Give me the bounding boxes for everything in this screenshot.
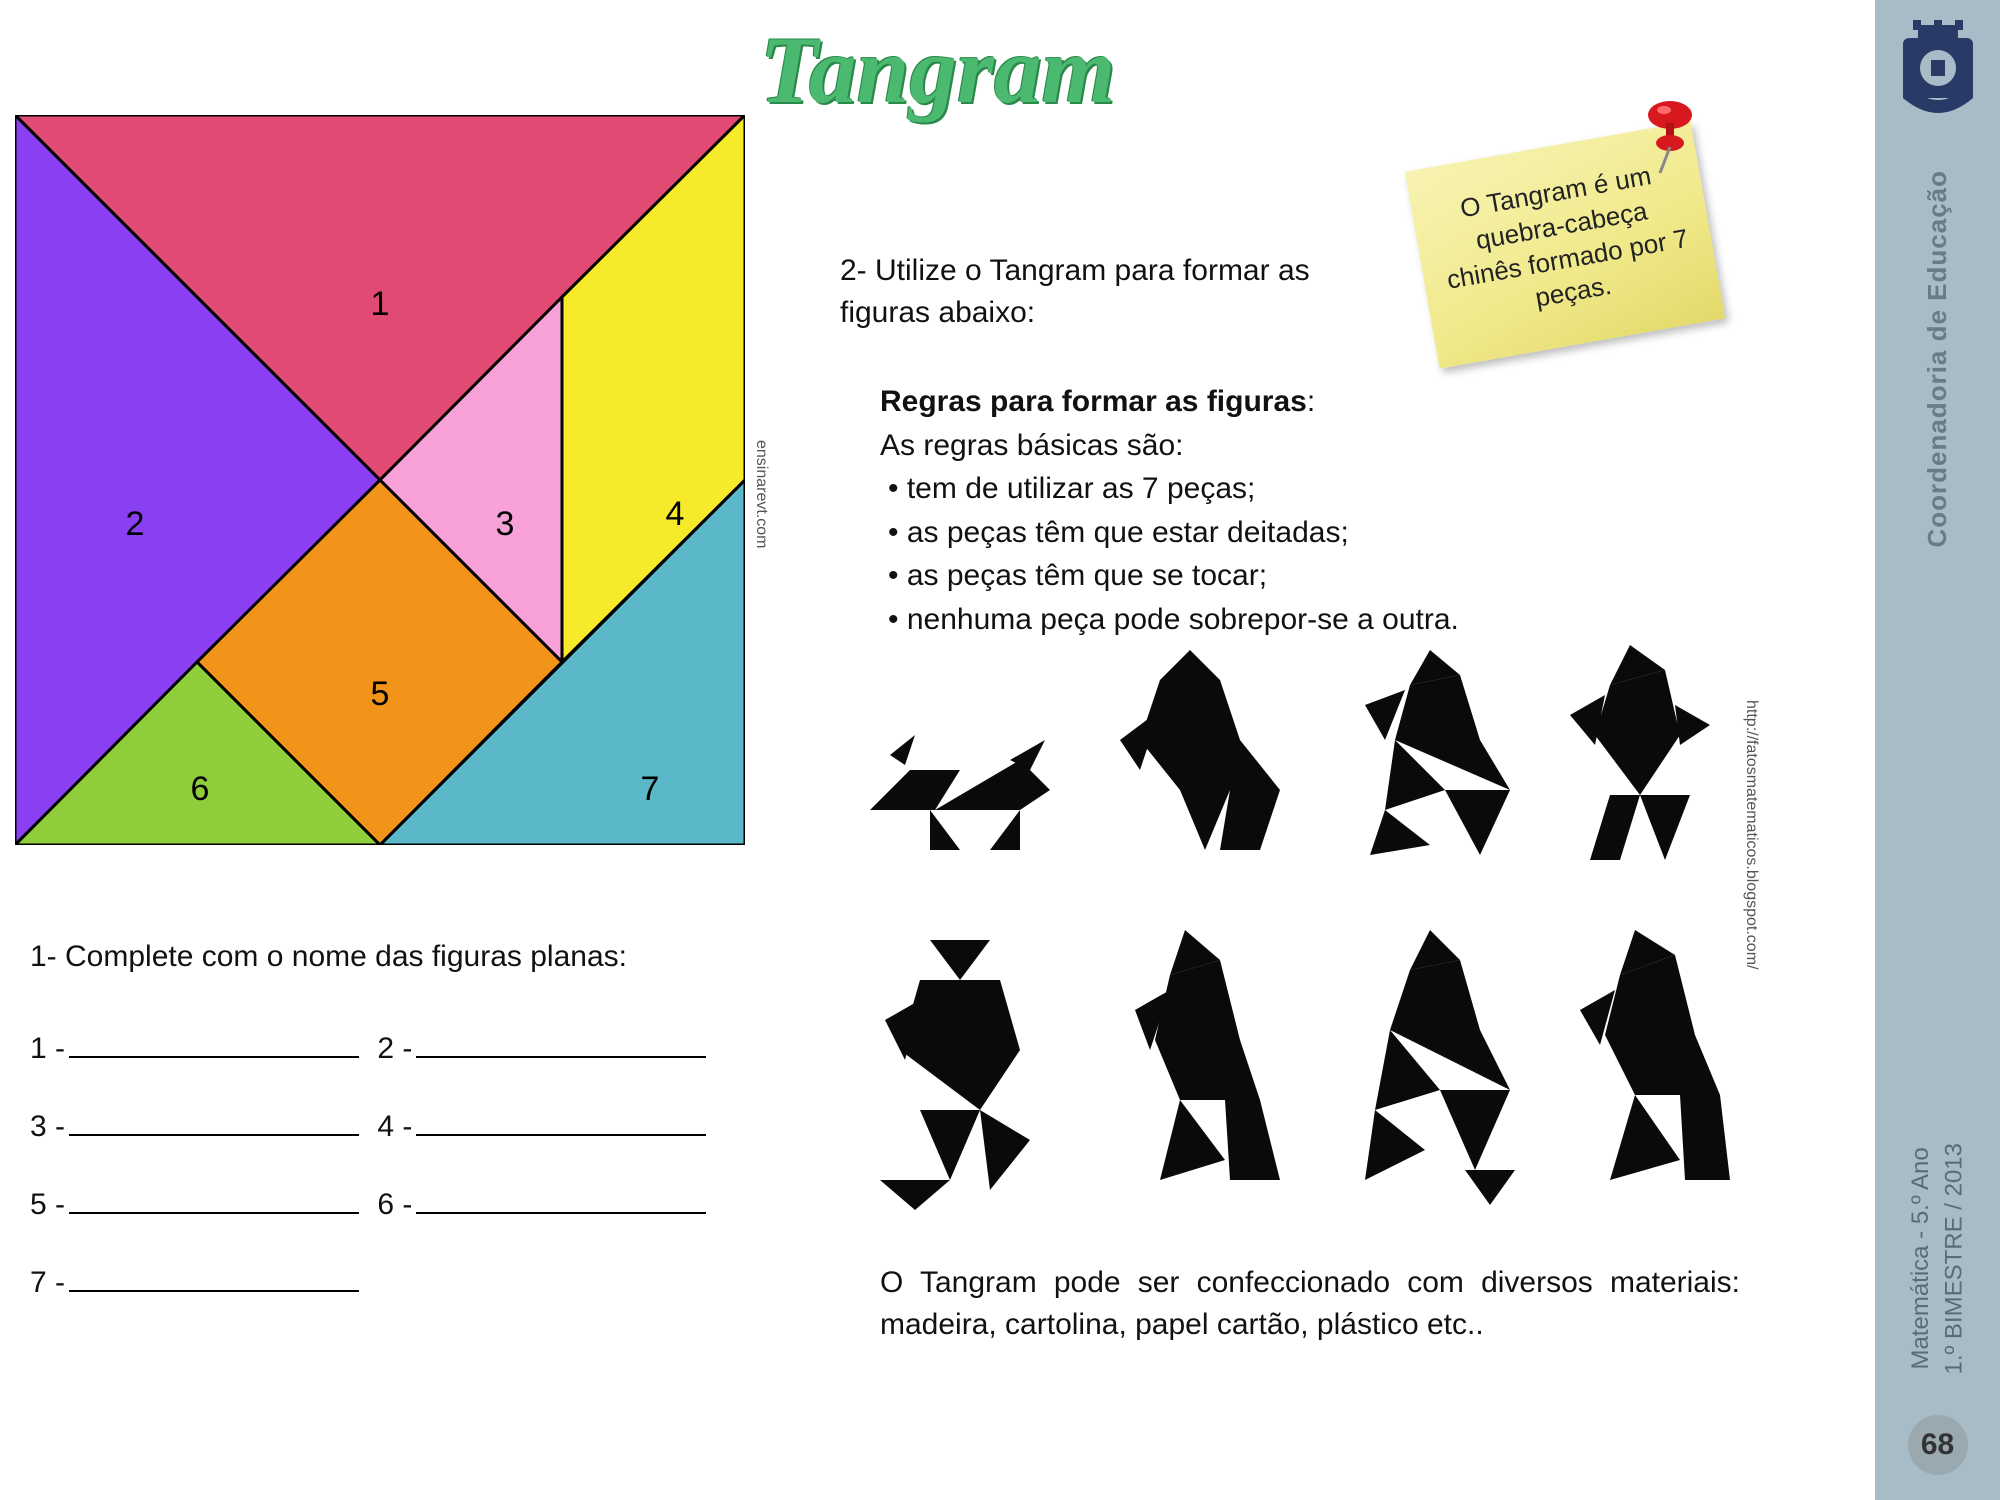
tangram-piece-label: 7 — [641, 770, 660, 808]
rule-item: as peças têm que se tocar; — [888, 554, 1700, 598]
blank-line[interactable] — [416, 1112, 706, 1136]
blank-line[interactable] — [416, 1190, 706, 1214]
rules-intro: As regras básicas são: — [880, 429, 1183, 462]
blank-label: 3 - — [30, 1110, 65, 1143]
blank-line[interactable] — [69, 1268, 359, 1292]
tangram-figures-row1 — [860, 640, 1730, 870]
sidebar-course-info: Matemática - 5.º Ano 1.º BIMESTRE / 2013 — [1904, 1143, 1971, 1375]
pushpin-icon — [1640, 95, 1700, 175]
rule-item: nenhuma peça pode sobrepor-se a outra. — [888, 598, 1700, 642]
rule-item: as peças têm que estar deitadas; — [888, 511, 1700, 555]
question1-prompt: 1- Complete com o nome das figuras plana… — [30, 940, 627, 974]
figures-credit: http://fatosmatematicos.blogspot.com/ — [1742, 700, 1760, 969]
tangram-piece-label: 2 — [126, 505, 145, 543]
tangram-piece-label: 1 — [371, 285, 390, 323]
crest-icon — [1893, 20, 1983, 120]
question1-blanks: 1 - 2 - 3 - 4 - 5 - 6 - 7 - — [30, 1010, 716, 1322]
tangram-piece-label: 6 — [191, 770, 210, 808]
tangram-credit: ensinarevt.com — [752, 440, 770, 549]
rules-heading: Regras para formar as figuras — [880, 385, 1307, 418]
rule-item: tem de utilizar as 7 peças; — [888, 467, 1700, 511]
blank-line[interactable] — [69, 1112, 359, 1136]
question2-prompt: 2- Utilize o Tangram para formar as figu… — [840, 250, 1400, 334]
tangram-figures-row2 — [860, 920, 1730, 1210]
sidebar: Coordenadoria de Educação Matemática - 5… — [1875, 0, 2000, 1500]
rules-block: Regras para formar as figuras: As regras… — [880, 380, 1700, 641]
blank-label: 5 - — [30, 1188, 65, 1221]
blank-label: 4 - — [377, 1110, 412, 1143]
blank-label: 6 - — [377, 1188, 412, 1221]
footer-paragraph: O Tangram pode ser confeccionado com div… — [880, 1262, 1740, 1346]
tangram-piece-label: 3 — [496, 505, 515, 543]
page-title: Tangram — [760, 15, 1116, 125]
sidebar-department: Coordenadoria de Educação — [1922, 170, 1953, 548]
page-number: 68 — [1908, 1415, 1968, 1475]
page: Tangram 1 2 3 4 5 6 7 ensinarevt.com 1- Comple… — [0, 0, 1875, 1500]
tangram-piece-label: 5 — [371, 675, 390, 713]
blank-label: 2 - — [377, 1032, 412, 1065]
blank-line[interactable] — [69, 1034, 359, 1058]
tangram-piece-label: 4 — [666, 495, 685, 533]
tangram-diagram: 1 2 3 4 5 6 7 — [15, 115, 745, 845]
blank-line[interactable] — [69, 1190, 359, 1214]
blank-label: 7 - — [30, 1266, 65, 1299]
blank-label: 1 - — [30, 1032, 65, 1065]
blank-line[interactable] — [416, 1034, 706, 1058]
